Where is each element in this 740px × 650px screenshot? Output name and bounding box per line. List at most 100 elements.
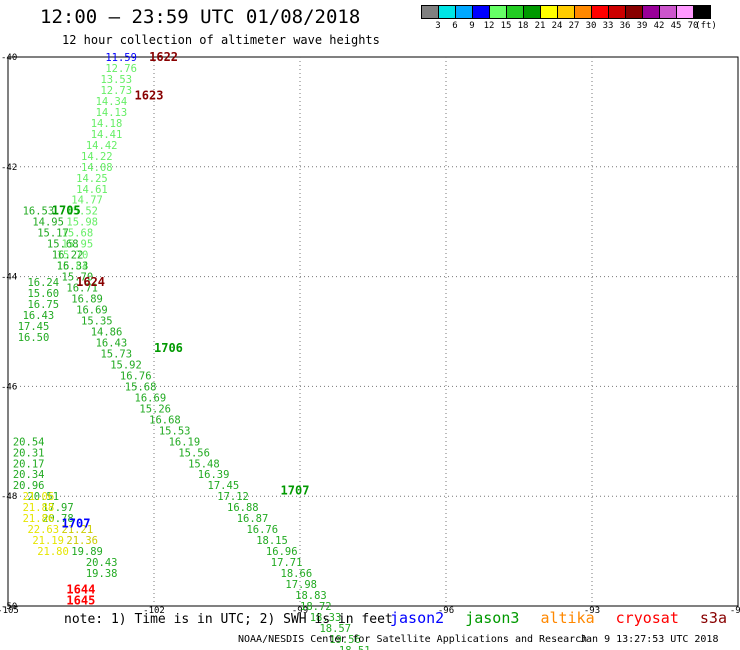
wave-height-value: 16.69: [135, 392, 167, 404]
pass-time-label: 1707: [62, 517, 91, 531]
wave-height-value: 16.69: [76, 305, 108, 317]
legend-label: 33: [602, 21, 614, 31]
satellite-cryosat: cryosat: [615, 609, 679, 627]
generated-timestamp: Jan 9 13:27:53 UTC 2018: [580, 634, 719, 645]
pass-time-label: 1645: [66, 594, 95, 608]
wave-height-value: 21.19: [32, 535, 64, 547]
wave-height-value: 17.98: [285, 579, 317, 591]
legend-label: 21: [534, 21, 546, 31]
satellite-altika: altika: [540, 609, 595, 627]
pass-time-label: 1644: [66, 583, 95, 597]
wave-height-value: 18.66: [281, 568, 313, 580]
plot-frame: [7, 56, 739, 607]
wave-height-value: 14.41: [91, 129, 123, 141]
wave-height-value: 16.50: [18, 332, 50, 344]
wave-height-value: 16.68: [149, 414, 181, 426]
wave-height-value: 15.53: [159, 425, 191, 437]
wave-height-value: 14.77: [71, 195, 103, 207]
wave-height-value: 16.76: [120, 370, 152, 382]
wave-height-value: 16.43: [96, 337, 128, 349]
wave-height-value: 13.53: [100, 74, 132, 86]
wave-height-value: 16.33: [57, 261, 89, 273]
wave-height-value: 17.45: [18, 321, 50, 333]
legend-label: 30: [585, 21, 597, 31]
x-tick-label: -105: [0, 606, 19, 616]
legend-label: 15: [500, 21, 512, 31]
y-tick-label: -50: [1, 602, 17, 612]
wave-height-value: 15.73: [100, 348, 132, 360]
pass-time-label: 1707: [281, 484, 310, 498]
wave-height-value: 20.78: [42, 513, 74, 525]
wave-height-value: 18.83: [295, 590, 327, 602]
wave-height-value: 21.36: [66, 535, 98, 547]
wave-height-value: 16.89: [71, 294, 103, 306]
wave-height-value: 15.84: [57, 261, 89, 273]
x-tick-label: -96: [438, 606, 454, 616]
wave-height-value: 16.39: [198, 469, 230, 481]
y-tick-label: -48: [1, 492, 17, 502]
wave-height-value: 14.08: [81, 162, 113, 174]
wave-height-value: 14.86: [91, 327, 123, 339]
satellite-legend: jason2 jason3 altika cryosat s3a: [390, 609, 739, 627]
wave-height-value: 20.34: [13, 469, 45, 481]
wave-height-value: 19.89: [71, 546, 103, 558]
x-tick-label: -99: [292, 606, 308, 616]
wave-height-value: 21.21: [62, 524, 94, 536]
pass-time-label: 1705: [52, 204, 81, 218]
legend-label: 27: [568, 21, 580, 31]
wave-height-value: 15.68: [47, 239, 79, 251]
wave-height-value: 19.38: [86, 568, 118, 580]
wave-height-value: 15.35: [81, 316, 113, 328]
wave-height-value: 19.56: [329, 634, 361, 646]
map-subtitle: 12 hour collection of altimeter wave hei…: [62, 33, 380, 47]
pass-time-label: 1706: [154, 341, 183, 355]
wave-height-value: 16.75: [27, 299, 59, 311]
legend-label: 45: [670, 21, 682, 31]
wave-height-value: 21.88: [23, 502, 55, 514]
wave-height-value: 15.60: [27, 288, 59, 300]
wave-height-value: 20.96: [13, 480, 45, 492]
pass-time-label: 1623: [135, 88, 164, 102]
wave-height-value: 17.45: [208, 480, 240, 492]
legend-label: 39: [636, 21, 648, 31]
wave-height-value: 17.12: [217, 491, 249, 503]
wave-height-value: 14.95: [32, 217, 64, 229]
wave-height-value: 15.68: [62, 228, 94, 240]
credit-line: NOAA/NESDIS Center for Satellite Applica…: [238, 634, 588, 645]
wave-height-value: 16.76: [246, 524, 278, 536]
wave-height-value: 15.98: [66, 217, 98, 229]
legend-unit: (ft): [695, 21, 717, 31]
wave-height-value: 16.96: [266, 546, 298, 558]
legend-label: 18: [517, 21, 529, 31]
wave-height-value: 21.86: [23, 513, 55, 525]
wave-height-value: 15.70: [62, 272, 94, 284]
wave-height-value: 21.80: [37, 546, 69, 558]
wave-height-value: 14.25: [76, 173, 108, 185]
legend-label: 9: [469, 21, 475, 31]
wave-height-value: 15.26: [139, 403, 171, 415]
pass-time-label: 1622: [149, 50, 178, 64]
wave-height-value: 17.97: [42, 502, 74, 514]
wave-height-value: 15.48: [188, 458, 220, 470]
wave-height-value: 18.51: [339, 645, 371, 650]
wave-height-value: 14.18: [91, 118, 123, 130]
wave-height-value: 16.53: [23, 206, 55, 218]
wave-height-value: 21.06: [23, 491, 55, 503]
satellite-jason2: jason2: [390, 609, 445, 627]
wave-height-value: 20.17: [13, 458, 45, 470]
wave-height-value: 18.33: [310, 612, 342, 624]
wave-height-value: 11.59: [105, 52, 137, 64]
wave-height-value: 16.43: [23, 310, 55, 322]
wave-height-value: 16.19: [169, 436, 201, 448]
footer-note: note: 1) Time is in UTC; 2) SWH is in fe…: [64, 612, 393, 627]
legend-label: 6: [452, 21, 458, 31]
wave-height-value: 18.72: [300, 601, 332, 613]
wave-height-value: 15.52: [66, 206, 98, 218]
legend-label: 3: [435, 21, 441, 31]
wave-height-value: 17.71: [271, 557, 303, 569]
legend-labels: 3 6 9 12 15 18 21 24 27 30 33 36 39 42 45 70 (ft): [421, 19, 717, 33]
x-tick-label: -90: [730, 606, 740, 616]
satellite-s3a: s3a: [699, 609, 727, 627]
wave-height-value: 14.22: [81, 151, 113, 163]
wave-height-value: 16.22: [52, 250, 84, 262]
